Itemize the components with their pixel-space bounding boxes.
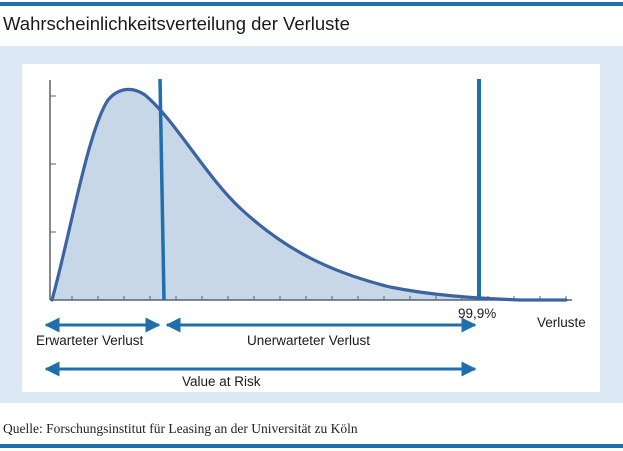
x-axis-label: Verluste bbox=[537, 315, 586, 330]
top-rule bbox=[0, 2, 623, 6]
expected-loss-label: Erwarteter Verlust bbox=[36, 333, 144, 348]
unexpected-loss-label: Unerwarteter Verlust bbox=[247, 333, 370, 348]
y-ticks bbox=[50, 95, 56, 233]
bottom-rule bbox=[0, 444, 623, 448]
x-ticks bbox=[71, 296, 567, 300]
figure-title: Wahrscheinlichkeitsverteilung der Verlus… bbox=[3, 13, 350, 34]
source-note: Quelle: Forschungsinstitut für Leasing a… bbox=[3, 421, 358, 436]
expected-loss-marker bbox=[158, 78, 166, 301]
percentile-label: 99,9% bbox=[458, 306, 496, 321]
density-area bbox=[52, 89, 566, 300]
value-at-risk-label: Value at Risk bbox=[182, 374, 261, 389]
density-curve bbox=[50, 87, 568, 302]
